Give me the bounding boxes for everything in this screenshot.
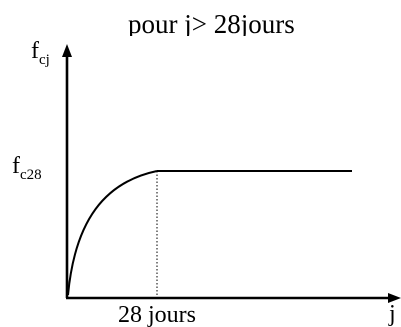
y-axis-label: fcj — [31, 38, 50, 68]
strength-growth-curve — [67, 170, 158, 296]
y-axis-arrowhead — [62, 44, 72, 57]
plateau-label: fc28 — [12, 153, 42, 183]
caption-clip: pour j> 28jours — [0, 0, 401, 36]
x-axis-label: j — [388, 301, 396, 327]
caption-text: pour j> 28jours — [128, 9, 295, 36]
x-axis-arrowhead — [388, 293, 401, 303]
tick-label-28-jours: 28 jours — [118, 302, 196, 327]
